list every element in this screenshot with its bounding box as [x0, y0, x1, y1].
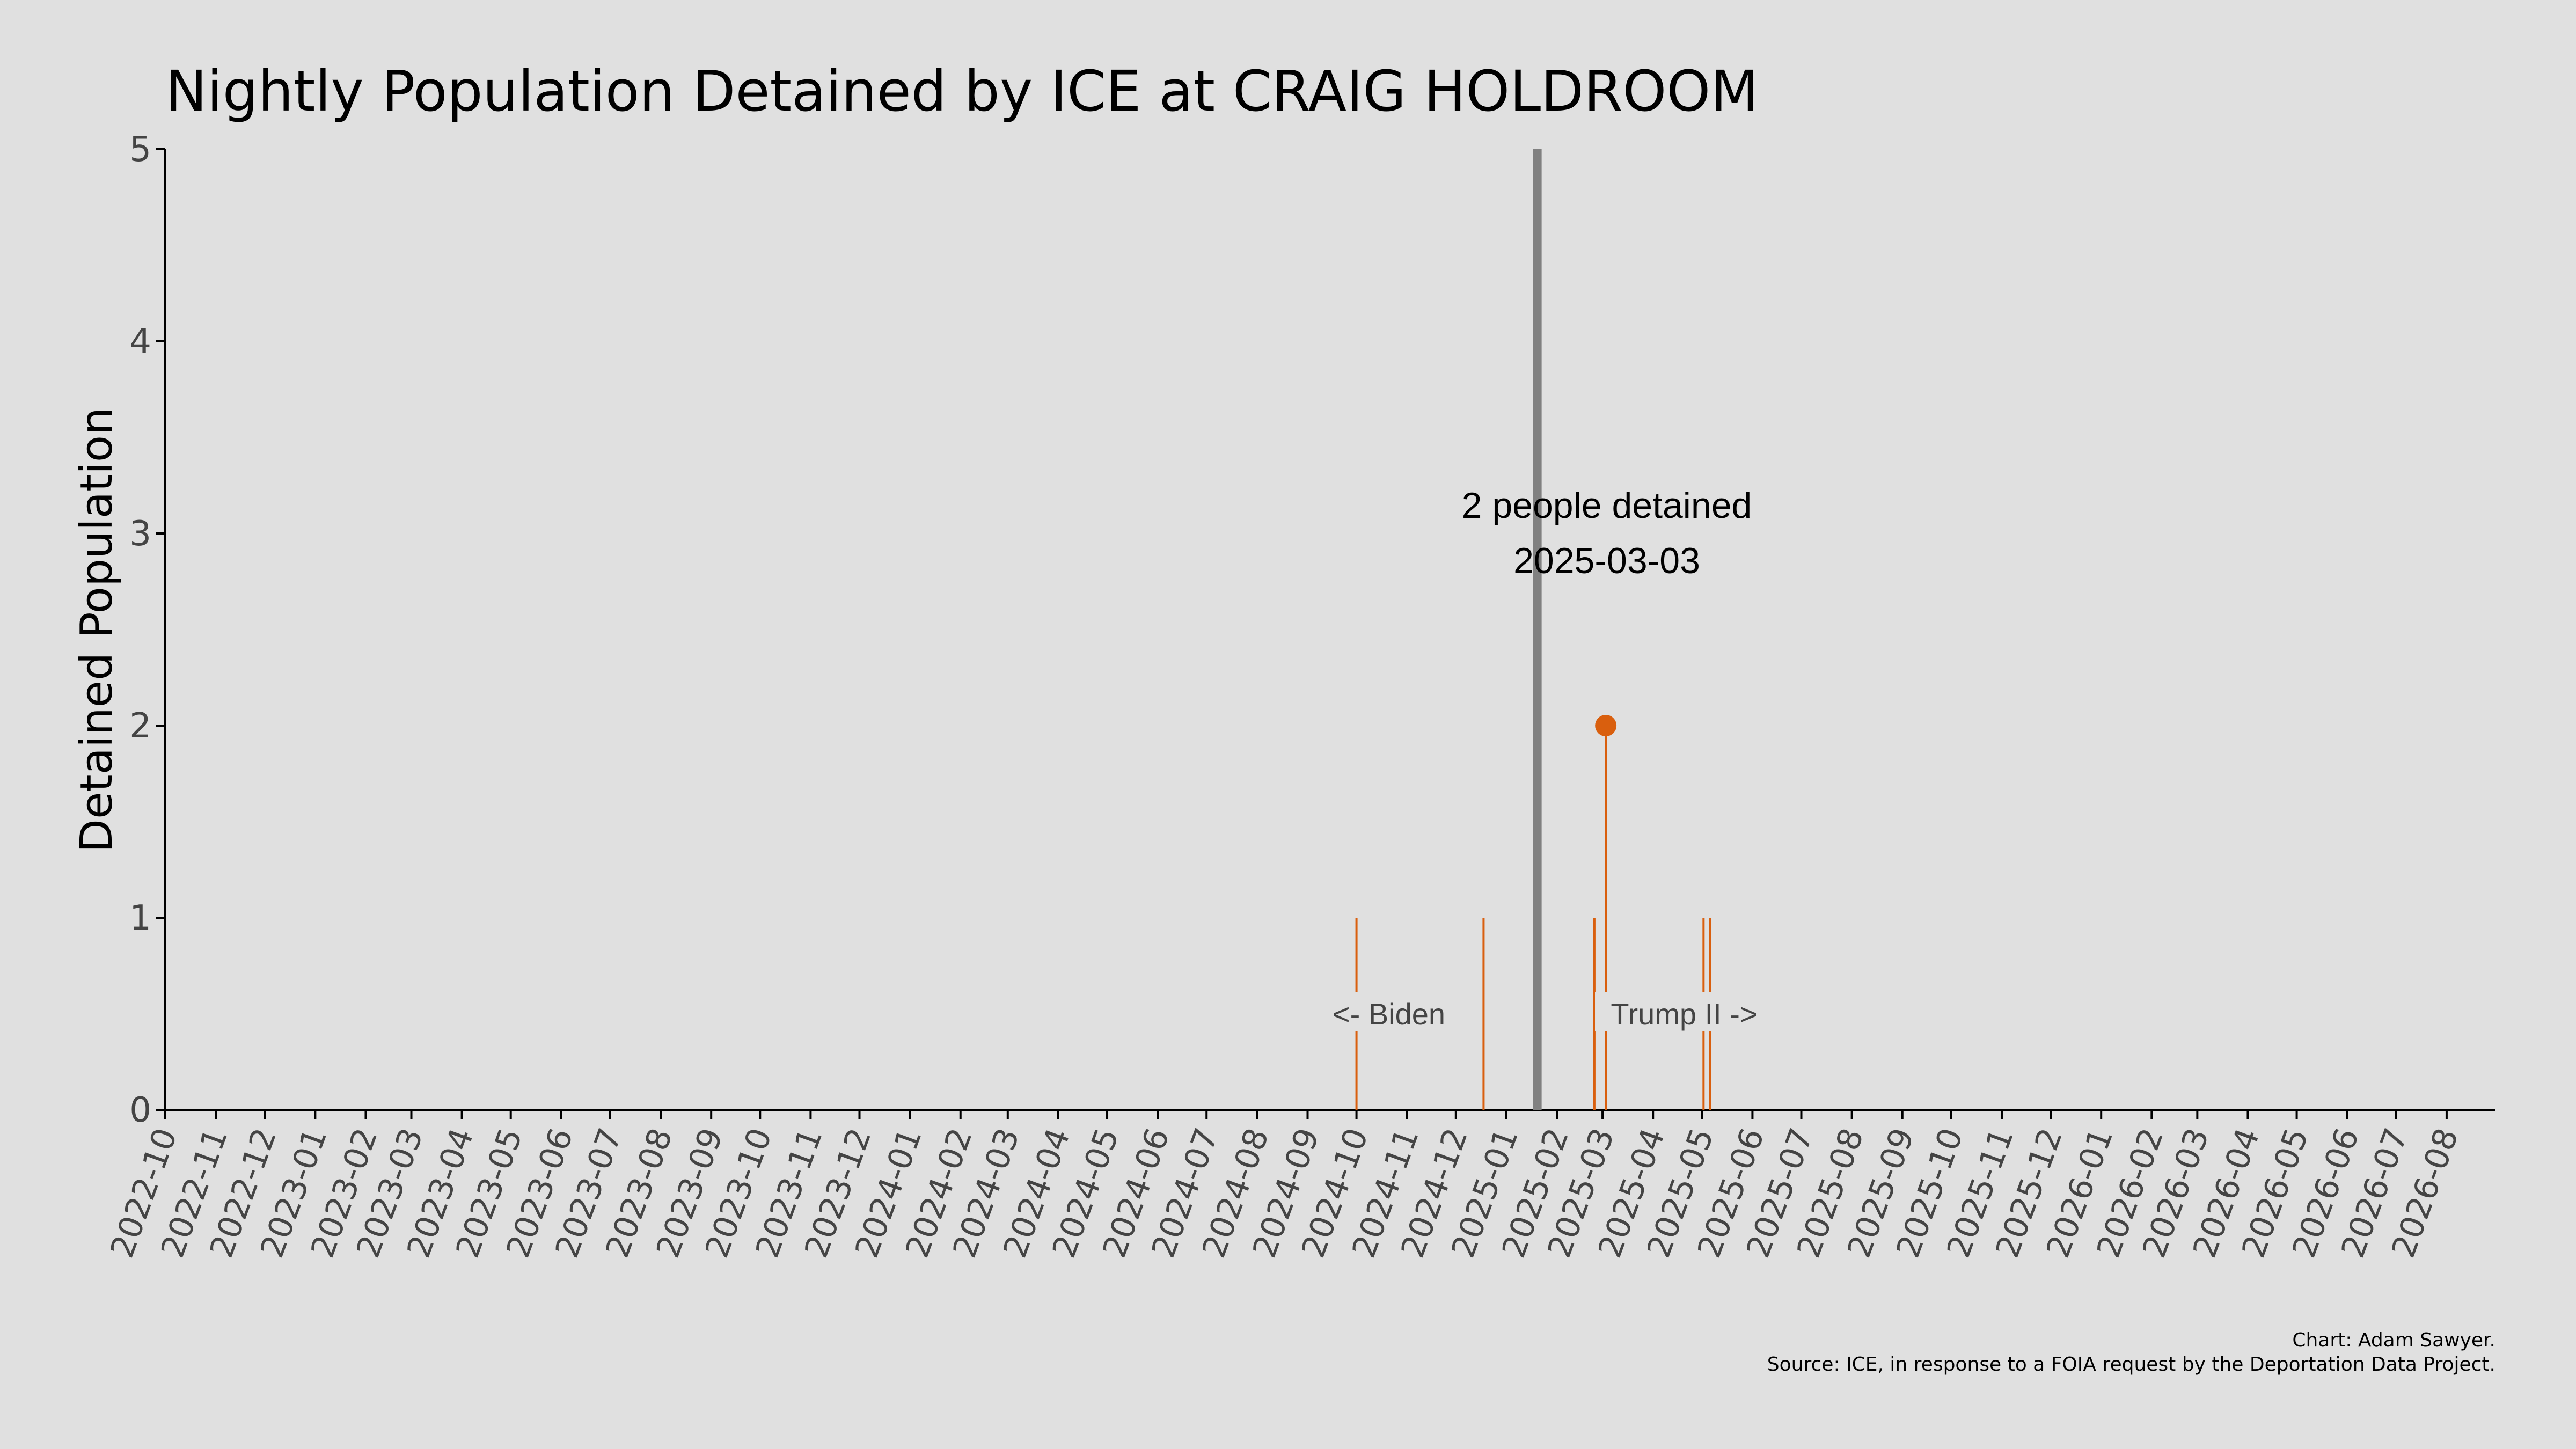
- y-tick-label: 3: [129, 514, 151, 554]
- y-tick-label: 4: [129, 322, 151, 362]
- trump-label: Trump II ->: [1611, 997, 1757, 1031]
- y-axis-label: Detained Population: [71, 407, 122, 853]
- biden-label: <- Biden: [1333, 997, 1445, 1031]
- caption-credit: Chart: Adam Sawyer.: [2292, 1329, 2496, 1351]
- caption-source: Source: ICE, in response to a FOIA reque…: [1767, 1353, 2496, 1375]
- label-bg-right: [1595, 992, 1766, 1031]
- y-tick-label: 1: [129, 898, 151, 938]
- chart-title: Nightly Population Detained by ICE at CR…: [165, 58, 1759, 124]
- y-tick-label: 0: [129, 1091, 151, 1130]
- y-tick-label: 2: [129, 706, 151, 746]
- peak-annotation-date: 2025-03-03: [1513, 540, 1700, 581]
- peak-annotation-count: 2 people detained: [1462, 485, 1752, 526]
- y-tick-label: 5: [129, 130, 151, 170]
- peak-point-marker: [1595, 715, 1617, 736]
- label-bg-left: [1326, 992, 1452, 1031]
